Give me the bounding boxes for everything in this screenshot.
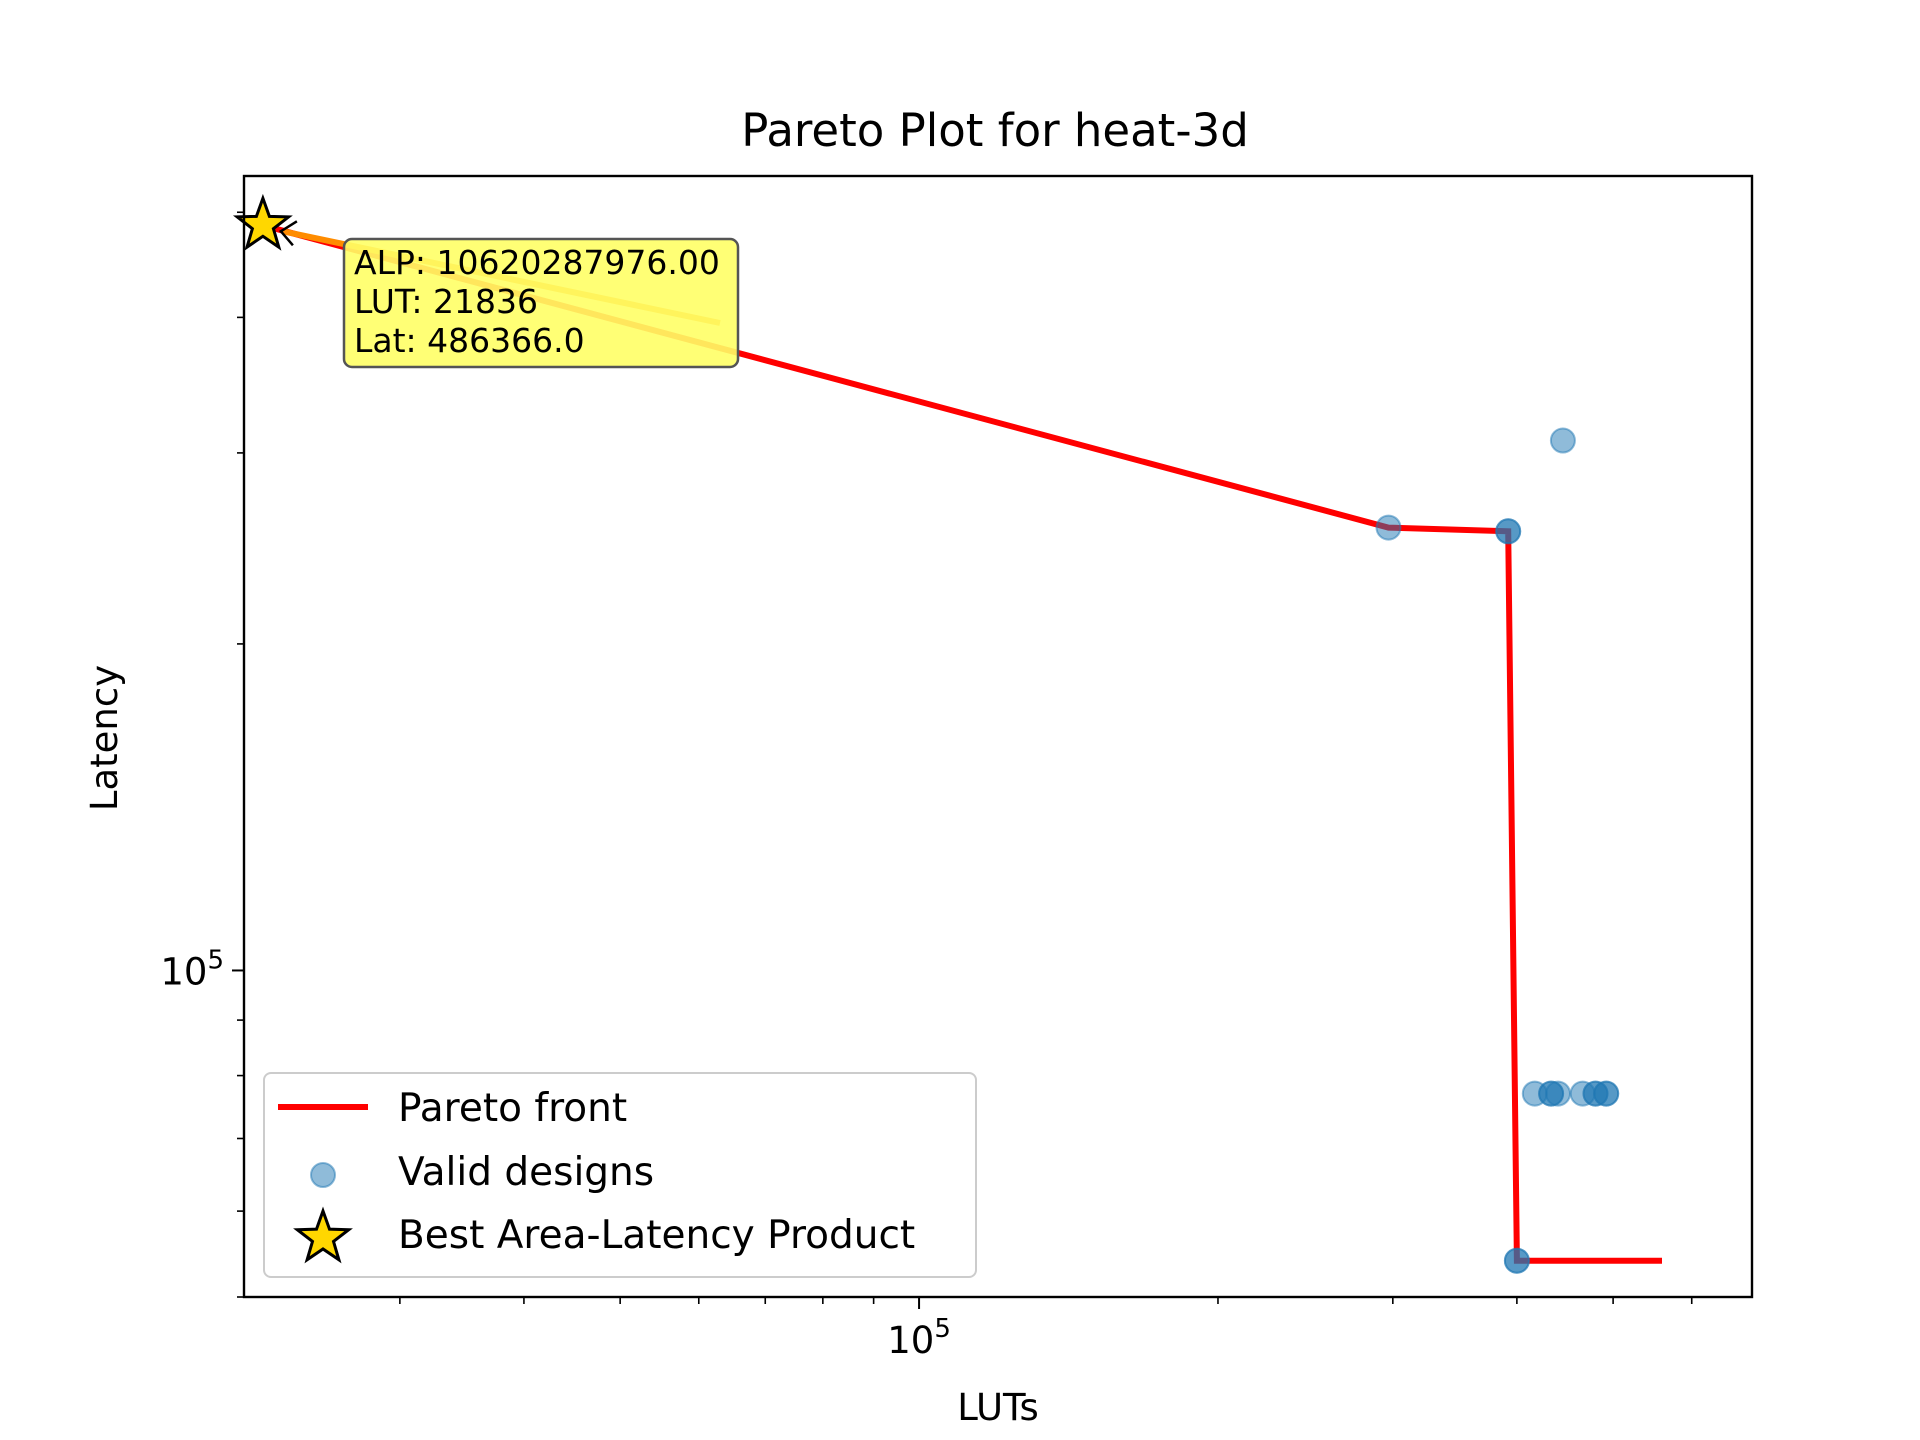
y-tick-label: 105	[160, 945, 224, 993]
valid-design-point	[1495, 518, 1522, 545]
valid-design-point	[1545, 1080, 1571, 1107]
legend-pareto-label: Pareto front	[398, 1086, 627, 1131]
axes-frame	[242, 174, 1754, 1299]
valid-design-point	[1549, 427, 1576, 454]
legend-valid-label: Valid designs	[398, 1150, 654, 1195]
annotation-line-alp: ALP: 10620287976.00	[354, 243, 720, 282]
y-axis-label: Latency	[83, 665, 126, 811]
legend-box	[263, 1072, 977, 1278]
valid-design-point	[1375, 514, 1402, 541]
annotation-line-lut: LUT: 21836	[354, 282, 538, 321]
legend-best-label: Best Area-Latency Product	[398, 1213, 915, 1258]
annotation-arrow-head	[278, 220, 298, 247]
axis-ticks: 105 105	[160, 211, 1693, 1362]
annotation-line-lat: Lat: 486366.0	[354, 321, 585, 360]
legend-star-icon	[293, 1206, 353, 1264]
x-axis-label: LUTs	[957, 1386, 1039, 1429]
valid-design-point	[1503, 1247, 1530, 1274]
chart-title: Pareto Plot for heat-3d	[741, 104, 1249, 157]
plot-area	[232, 193, 1662, 1274]
valid-design-point	[1593, 1080, 1620, 1107]
x-tick-label: 105	[887, 1314, 951, 1362]
best-point-annotation: ALP: 10620287976.00 LUT: 21836 Lat: 4863…	[278, 220, 740, 369]
legend: Pareto front Valid designs Best Area-Lat…	[263, 1072, 977, 1278]
legend-valid-swatch	[310, 1162, 336, 1188]
annotation-box	[342, 237, 740, 369]
